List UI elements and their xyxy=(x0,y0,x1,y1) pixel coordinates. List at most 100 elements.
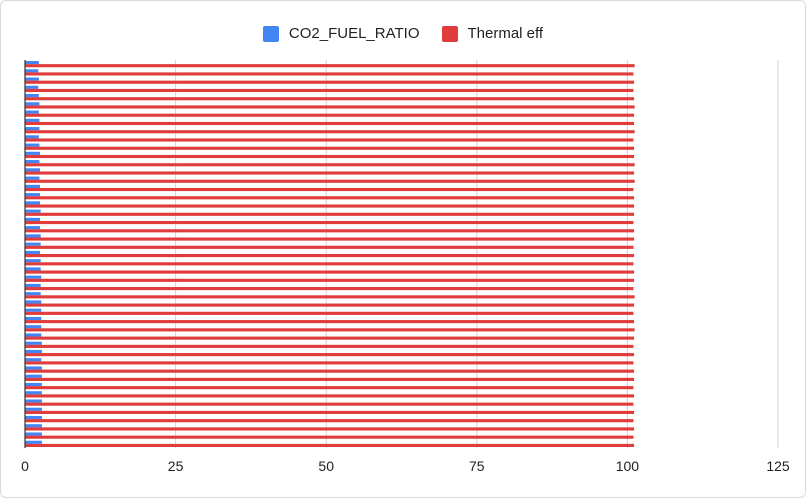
bar-co2-fuel-ratio[interactable] xyxy=(25,85,39,89)
bar-thermal-eff[interactable] xyxy=(25,121,635,126)
bar-co2-fuel-ratio[interactable] xyxy=(25,358,42,362)
bar-co2-fuel-ratio[interactable] xyxy=(25,374,42,378)
bar-co2-fuel-ratio[interactable] xyxy=(25,77,39,81)
bar-thermal-eff[interactable] xyxy=(25,311,634,315)
bar-co2-fuel-ratio[interactable] xyxy=(25,217,41,221)
bar-co2-fuel-ratio[interactable] xyxy=(25,168,41,172)
bar-thermal-eff[interactable] xyxy=(25,394,635,398)
bar-co2-fuel-ratio[interactable] xyxy=(25,382,42,387)
bar-co2-fuel-ratio[interactable] xyxy=(25,94,39,98)
bar-co2-fuel-ratio[interactable] xyxy=(25,201,41,205)
bar-thermal-eff[interactable] xyxy=(25,328,635,332)
bar-thermal-eff[interactable] xyxy=(25,344,634,348)
bar-thermal-eff[interactable] xyxy=(25,361,634,365)
bar-co2-fuel-ratio[interactable] xyxy=(25,143,40,147)
bar-thermal-eff[interactable] xyxy=(25,295,635,299)
bar-co2-fuel-ratio[interactable] xyxy=(25,391,42,395)
bar-co2-fuel-ratio[interactable] xyxy=(25,275,42,279)
bar-co2-fuel-ratio[interactable] xyxy=(25,316,42,321)
bar-thermal-eff[interactable] xyxy=(25,303,635,307)
bar-co2-fuel-ratio[interactable] xyxy=(25,333,42,337)
bar-co2-fuel-ratio[interactable] xyxy=(25,300,42,304)
bar-co2-fuel-ratio[interactable] xyxy=(25,193,41,197)
bar-thermal-eff[interactable] xyxy=(25,187,634,192)
bar-thermal-eff[interactable] xyxy=(25,72,634,76)
bar-co2-fuel-ratio[interactable] xyxy=(25,242,41,246)
bar-thermal-eff[interactable] xyxy=(25,336,635,340)
bar-thermal-eff[interactable] xyxy=(25,204,635,208)
bar-thermal-eff[interactable] xyxy=(25,377,635,381)
bar-co2-fuel-ratio[interactable] xyxy=(25,250,41,254)
bar-thermal-eff[interactable] xyxy=(25,369,635,373)
bar-co2-fuel-ratio[interactable] xyxy=(25,349,42,354)
bar-thermal-eff[interactable] xyxy=(25,262,634,266)
bar-co2-fuel-ratio[interactable] xyxy=(25,209,41,213)
bar-thermal-eff[interactable] xyxy=(25,254,635,258)
bar-co2-fuel-ratio[interactable] xyxy=(25,234,41,238)
bar-thermal-eff[interactable] xyxy=(25,410,635,414)
bar-thermal-eff[interactable] xyxy=(25,154,635,159)
bar-co2-fuel-ratio[interactable] xyxy=(25,292,41,296)
bar-thermal-eff[interactable] xyxy=(25,88,634,93)
bar-thermal-eff[interactable] xyxy=(25,171,635,175)
bar-thermal-eff[interactable] xyxy=(25,113,635,117)
bar-thermal-eff[interactable] xyxy=(25,105,635,109)
bar-thermal-eff[interactable] xyxy=(25,212,635,216)
bar-co2-fuel-ratio[interactable] xyxy=(25,440,42,444)
legend-item-co2[interactable]: CO2_FUEL_RATIO xyxy=(262,25,420,42)
bar-co2-fuel-ratio[interactable] xyxy=(25,308,42,312)
bar-co2-fuel-ratio[interactable] xyxy=(25,226,41,230)
bar-thermal-eff[interactable] xyxy=(25,196,635,200)
bar-thermal-eff[interactable] xyxy=(25,237,635,241)
bar-co2-fuel-ratio[interactable] xyxy=(25,176,40,180)
bar-co2-fuel-ratio[interactable] xyxy=(25,135,39,139)
bar-thermal-eff[interactable] xyxy=(25,419,634,423)
bar-thermal-eff[interactable] xyxy=(25,97,635,101)
bar-thermal-eff[interactable] xyxy=(25,179,635,183)
bar-thermal-eff[interactable] xyxy=(25,146,635,150)
legend-item-thermal[interactable]: Thermal eff xyxy=(441,25,544,42)
x-tick-label: 75 xyxy=(469,458,485,474)
bar-co2-fuel-ratio[interactable] xyxy=(25,424,42,428)
chart-legend: CO2_FUEL_RATIO Thermal eff xyxy=(0,25,806,42)
bar-co2-fuel-ratio[interactable] xyxy=(25,69,39,73)
bar-thermal-eff[interactable] xyxy=(25,353,635,357)
bar-co2-fuel-ratio[interactable] xyxy=(25,432,42,436)
bar-thermal-eff[interactable] xyxy=(25,427,635,431)
bar-co2-fuel-ratio[interactable] xyxy=(25,110,39,114)
bar-co2-fuel-ratio[interactable] xyxy=(25,407,42,411)
bar-co2-fuel-ratio[interactable] xyxy=(25,160,40,164)
bar-co2-fuel-ratio[interactable] xyxy=(25,259,41,263)
bar-thermal-eff[interactable] xyxy=(25,220,634,225)
bar-co2-fuel-ratio[interactable] xyxy=(25,118,40,122)
bar-thermal-eff[interactable] xyxy=(25,320,635,324)
bar-thermal-eff[interactable] xyxy=(25,270,635,274)
bar-co2-fuel-ratio[interactable] xyxy=(25,102,40,106)
bar-thermal-eff[interactable] xyxy=(25,64,635,68)
bar-thermal-eff[interactable] xyxy=(25,435,634,439)
bar-thermal-eff[interactable] xyxy=(25,278,635,282)
x-tick-label: 50 xyxy=(318,458,334,474)
bar-co2-fuel-ratio[interactable] xyxy=(25,127,40,131)
bar-thermal-eff[interactable] xyxy=(25,386,634,390)
bar-thermal-eff[interactable] xyxy=(25,245,634,249)
bar-co2-fuel-ratio[interactable] xyxy=(25,325,42,329)
bar-co2-fuel-ratio[interactable] xyxy=(25,60,39,65)
bar-thermal-eff[interactable] xyxy=(25,443,635,448)
bar-thermal-eff[interactable] xyxy=(25,163,635,167)
bar-thermal-eff[interactable] xyxy=(25,138,634,142)
bar-thermal-eff[interactable] xyxy=(25,229,635,233)
legend-label-thermal: Thermal eff xyxy=(467,25,544,42)
bar-co2-fuel-ratio[interactable] xyxy=(25,184,41,188)
bar-co2-fuel-ratio[interactable] xyxy=(25,415,42,420)
bar-thermal-eff[interactable] xyxy=(25,287,634,291)
bar-thermal-eff[interactable] xyxy=(25,402,634,406)
bar-co2-fuel-ratio[interactable] xyxy=(25,399,42,403)
bar-co2-fuel-ratio[interactable] xyxy=(25,341,42,345)
bar-thermal-eff[interactable] xyxy=(25,80,635,84)
bar-co2-fuel-ratio[interactable] xyxy=(25,283,41,288)
bar-co2-fuel-ratio[interactable] xyxy=(25,366,42,370)
bar-thermal-eff[interactable] xyxy=(25,130,635,134)
bar-co2-fuel-ratio[interactable] xyxy=(25,151,41,155)
bar-co2-fuel-ratio[interactable] xyxy=(25,267,41,271)
